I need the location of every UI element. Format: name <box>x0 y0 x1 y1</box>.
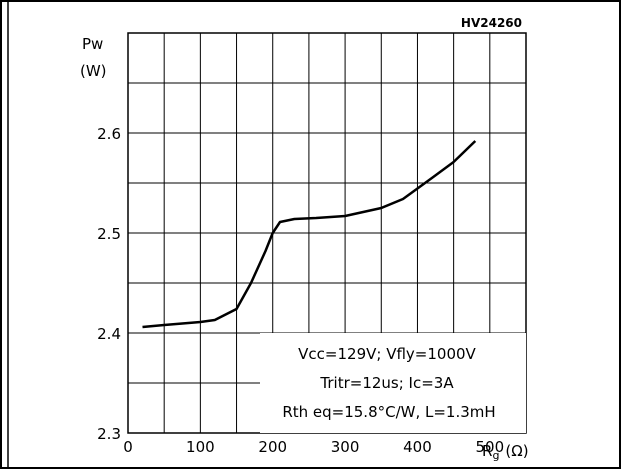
x-tick-label: 200 <box>258 438 287 456</box>
annotation-line-3: Rth eq=15.8°C/W, L=1.3mH <box>282 403 495 421</box>
tick-labels: 0 100 200 300 400 500 2.3 2.4 2.5 2.6 <box>97 125 504 456</box>
y-axis-label-line1: Pw <box>82 35 103 53</box>
figure-id: HV24260 <box>461 16 522 30</box>
y-tick-label: 2.5 <box>97 225 121 243</box>
y-tick-label: 2.3 <box>97 425 121 443</box>
x-axis-label-sub: g <box>492 449 499 462</box>
x-tick-label: 500 <box>475 438 504 456</box>
x-axis-label-main: R <box>482 442 492 460</box>
y-tick-label: 2.4 <box>97 325 121 343</box>
x-axis-label: Rg (Ω) <box>482 442 529 462</box>
series-line <box>142 140 477 329</box>
x-tick-label: 400 <box>403 438 432 456</box>
x-tick-label: 300 <box>331 438 360 456</box>
annotation-line-1: Vcc=129V; Vfly=1000V <box>298 345 476 363</box>
x-tick-label: 0 <box>123 438 133 456</box>
x-axis-label-unit: (Ω) <box>505 442 528 460</box>
x-tick-label: 100 <box>186 438 215 456</box>
y-axis-label-line2: (W) <box>80 62 107 80</box>
y-tick-label: 2.6 <box>97 125 121 143</box>
annotation-box <box>260 333 526 433</box>
annotation-line-2: Tritr=12us; Ic=3A <box>319 374 454 392</box>
